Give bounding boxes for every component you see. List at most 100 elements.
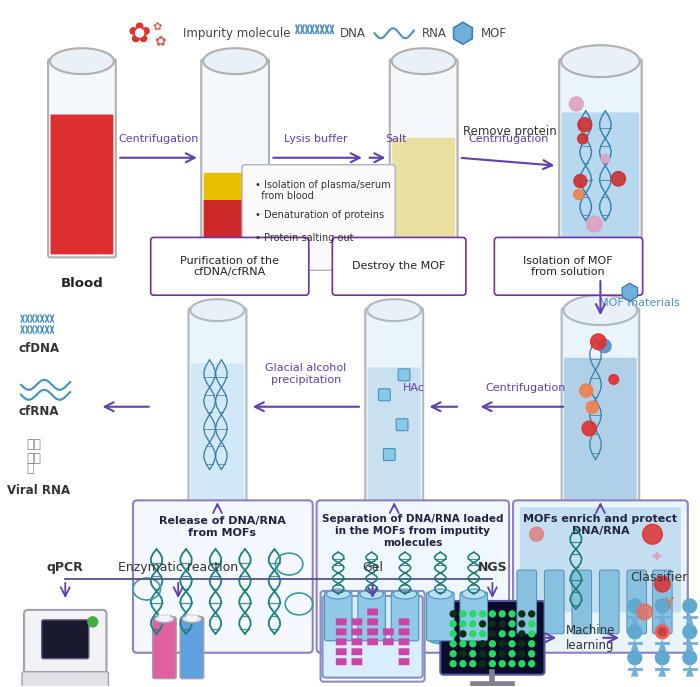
Ellipse shape — [50, 48, 114, 74]
Circle shape — [628, 599, 642, 613]
Polygon shape — [686, 639, 694, 651]
Circle shape — [609, 374, 619, 384]
FancyBboxPatch shape — [336, 649, 346, 655]
FancyBboxPatch shape — [368, 629, 378, 635]
Circle shape — [509, 631, 515, 637]
Text: MOF: MOF — [481, 27, 507, 40]
Circle shape — [519, 621, 525, 627]
Circle shape — [489, 661, 496, 666]
Circle shape — [489, 631, 496, 637]
Circle shape — [611, 172, 626, 186]
FancyBboxPatch shape — [42, 620, 89, 659]
FancyBboxPatch shape — [204, 200, 267, 268]
FancyBboxPatch shape — [336, 618, 346, 625]
Ellipse shape — [392, 48, 456, 74]
Circle shape — [460, 661, 466, 666]
Circle shape — [598, 339, 611, 352]
FancyBboxPatch shape — [398, 369, 410, 381]
Circle shape — [450, 621, 456, 627]
Circle shape — [499, 651, 505, 657]
Circle shape — [582, 421, 596, 436]
FancyBboxPatch shape — [150, 238, 309, 295]
Text: Viral RNA: Viral RNA — [7, 484, 70, 497]
Circle shape — [450, 631, 456, 637]
FancyBboxPatch shape — [652, 570, 672, 634]
Text: Gel: Gel — [362, 561, 383, 574]
Ellipse shape — [326, 589, 350, 599]
FancyBboxPatch shape — [426, 592, 454, 641]
Text: Remove protein: Remove protein — [463, 125, 557, 138]
Circle shape — [628, 651, 642, 665]
Circle shape — [509, 621, 515, 627]
Circle shape — [489, 641, 496, 646]
Text: Centrifugation: Centrifugation — [118, 134, 199, 144]
Text: 〜: 〜 — [26, 462, 34, 475]
Circle shape — [574, 174, 587, 188]
FancyBboxPatch shape — [398, 658, 409, 665]
Ellipse shape — [393, 634, 416, 644]
FancyBboxPatch shape — [351, 649, 363, 655]
Circle shape — [528, 611, 535, 617]
Circle shape — [499, 641, 505, 646]
Circle shape — [470, 611, 476, 617]
FancyBboxPatch shape — [440, 601, 545, 675]
Text: MOFs enrich and protect
DNA/RNA: MOFs enrich and protect DNA/RNA — [524, 515, 678, 536]
Text: cfDNA: cfDNA — [18, 342, 60, 355]
FancyBboxPatch shape — [396, 418, 408, 431]
Text: Salt: Salt — [386, 134, 407, 144]
FancyBboxPatch shape — [24, 610, 106, 679]
Text: • Denaturation of proteins: • Denaturation of proteins — [255, 210, 384, 220]
Circle shape — [528, 641, 535, 646]
Text: HAc: HAc — [403, 383, 425, 393]
FancyBboxPatch shape — [494, 238, 643, 295]
Circle shape — [655, 625, 669, 639]
FancyBboxPatch shape — [323, 596, 423, 677]
Circle shape — [628, 625, 642, 639]
Circle shape — [460, 651, 466, 657]
FancyBboxPatch shape — [520, 507, 681, 612]
Ellipse shape — [368, 299, 421, 321]
Circle shape — [160, 611, 169, 621]
FancyBboxPatch shape — [391, 592, 419, 641]
FancyBboxPatch shape — [390, 59, 458, 258]
Text: MOF materials: MOF materials — [599, 298, 680, 308]
Text: Purification of the
cfDNA/cfRNA: Purification of the cfDNA/cfRNA — [180, 256, 279, 277]
FancyBboxPatch shape — [564, 358, 637, 504]
Circle shape — [509, 611, 515, 617]
FancyBboxPatch shape — [545, 570, 564, 634]
Text: ✿: ✿ — [152, 22, 161, 32]
Circle shape — [499, 621, 505, 627]
Ellipse shape — [561, 45, 640, 77]
Circle shape — [489, 611, 496, 617]
Ellipse shape — [393, 589, 416, 599]
Circle shape — [470, 621, 476, 627]
Circle shape — [637, 604, 652, 620]
Ellipse shape — [190, 299, 244, 321]
Circle shape — [601, 155, 610, 163]
Circle shape — [489, 651, 496, 657]
Polygon shape — [659, 639, 666, 651]
FancyBboxPatch shape — [572, 570, 592, 634]
Text: qPCR: qPCR — [47, 561, 83, 574]
Circle shape — [683, 599, 696, 613]
FancyBboxPatch shape — [358, 592, 386, 641]
Circle shape — [578, 117, 592, 132]
Circle shape — [659, 628, 666, 635]
Circle shape — [587, 216, 602, 232]
Circle shape — [519, 631, 525, 637]
Text: Blood: Blood — [61, 278, 104, 291]
Text: Lysis buffer: Lysis buffer — [284, 134, 347, 144]
FancyBboxPatch shape — [202, 59, 269, 258]
FancyBboxPatch shape — [188, 308, 246, 506]
Circle shape — [450, 651, 456, 657]
Text: • Protein salting out: • Protein salting out — [255, 234, 354, 243]
FancyBboxPatch shape — [325, 592, 352, 641]
Text: cfRNA: cfRNA — [18, 405, 59, 418]
FancyBboxPatch shape — [398, 629, 409, 635]
Circle shape — [655, 599, 669, 613]
Circle shape — [528, 631, 535, 637]
FancyBboxPatch shape — [383, 638, 393, 645]
Ellipse shape — [462, 589, 486, 599]
Text: ✿: ✿ — [127, 19, 150, 47]
Text: Centrifugation: Centrifugation — [486, 383, 566, 393]
